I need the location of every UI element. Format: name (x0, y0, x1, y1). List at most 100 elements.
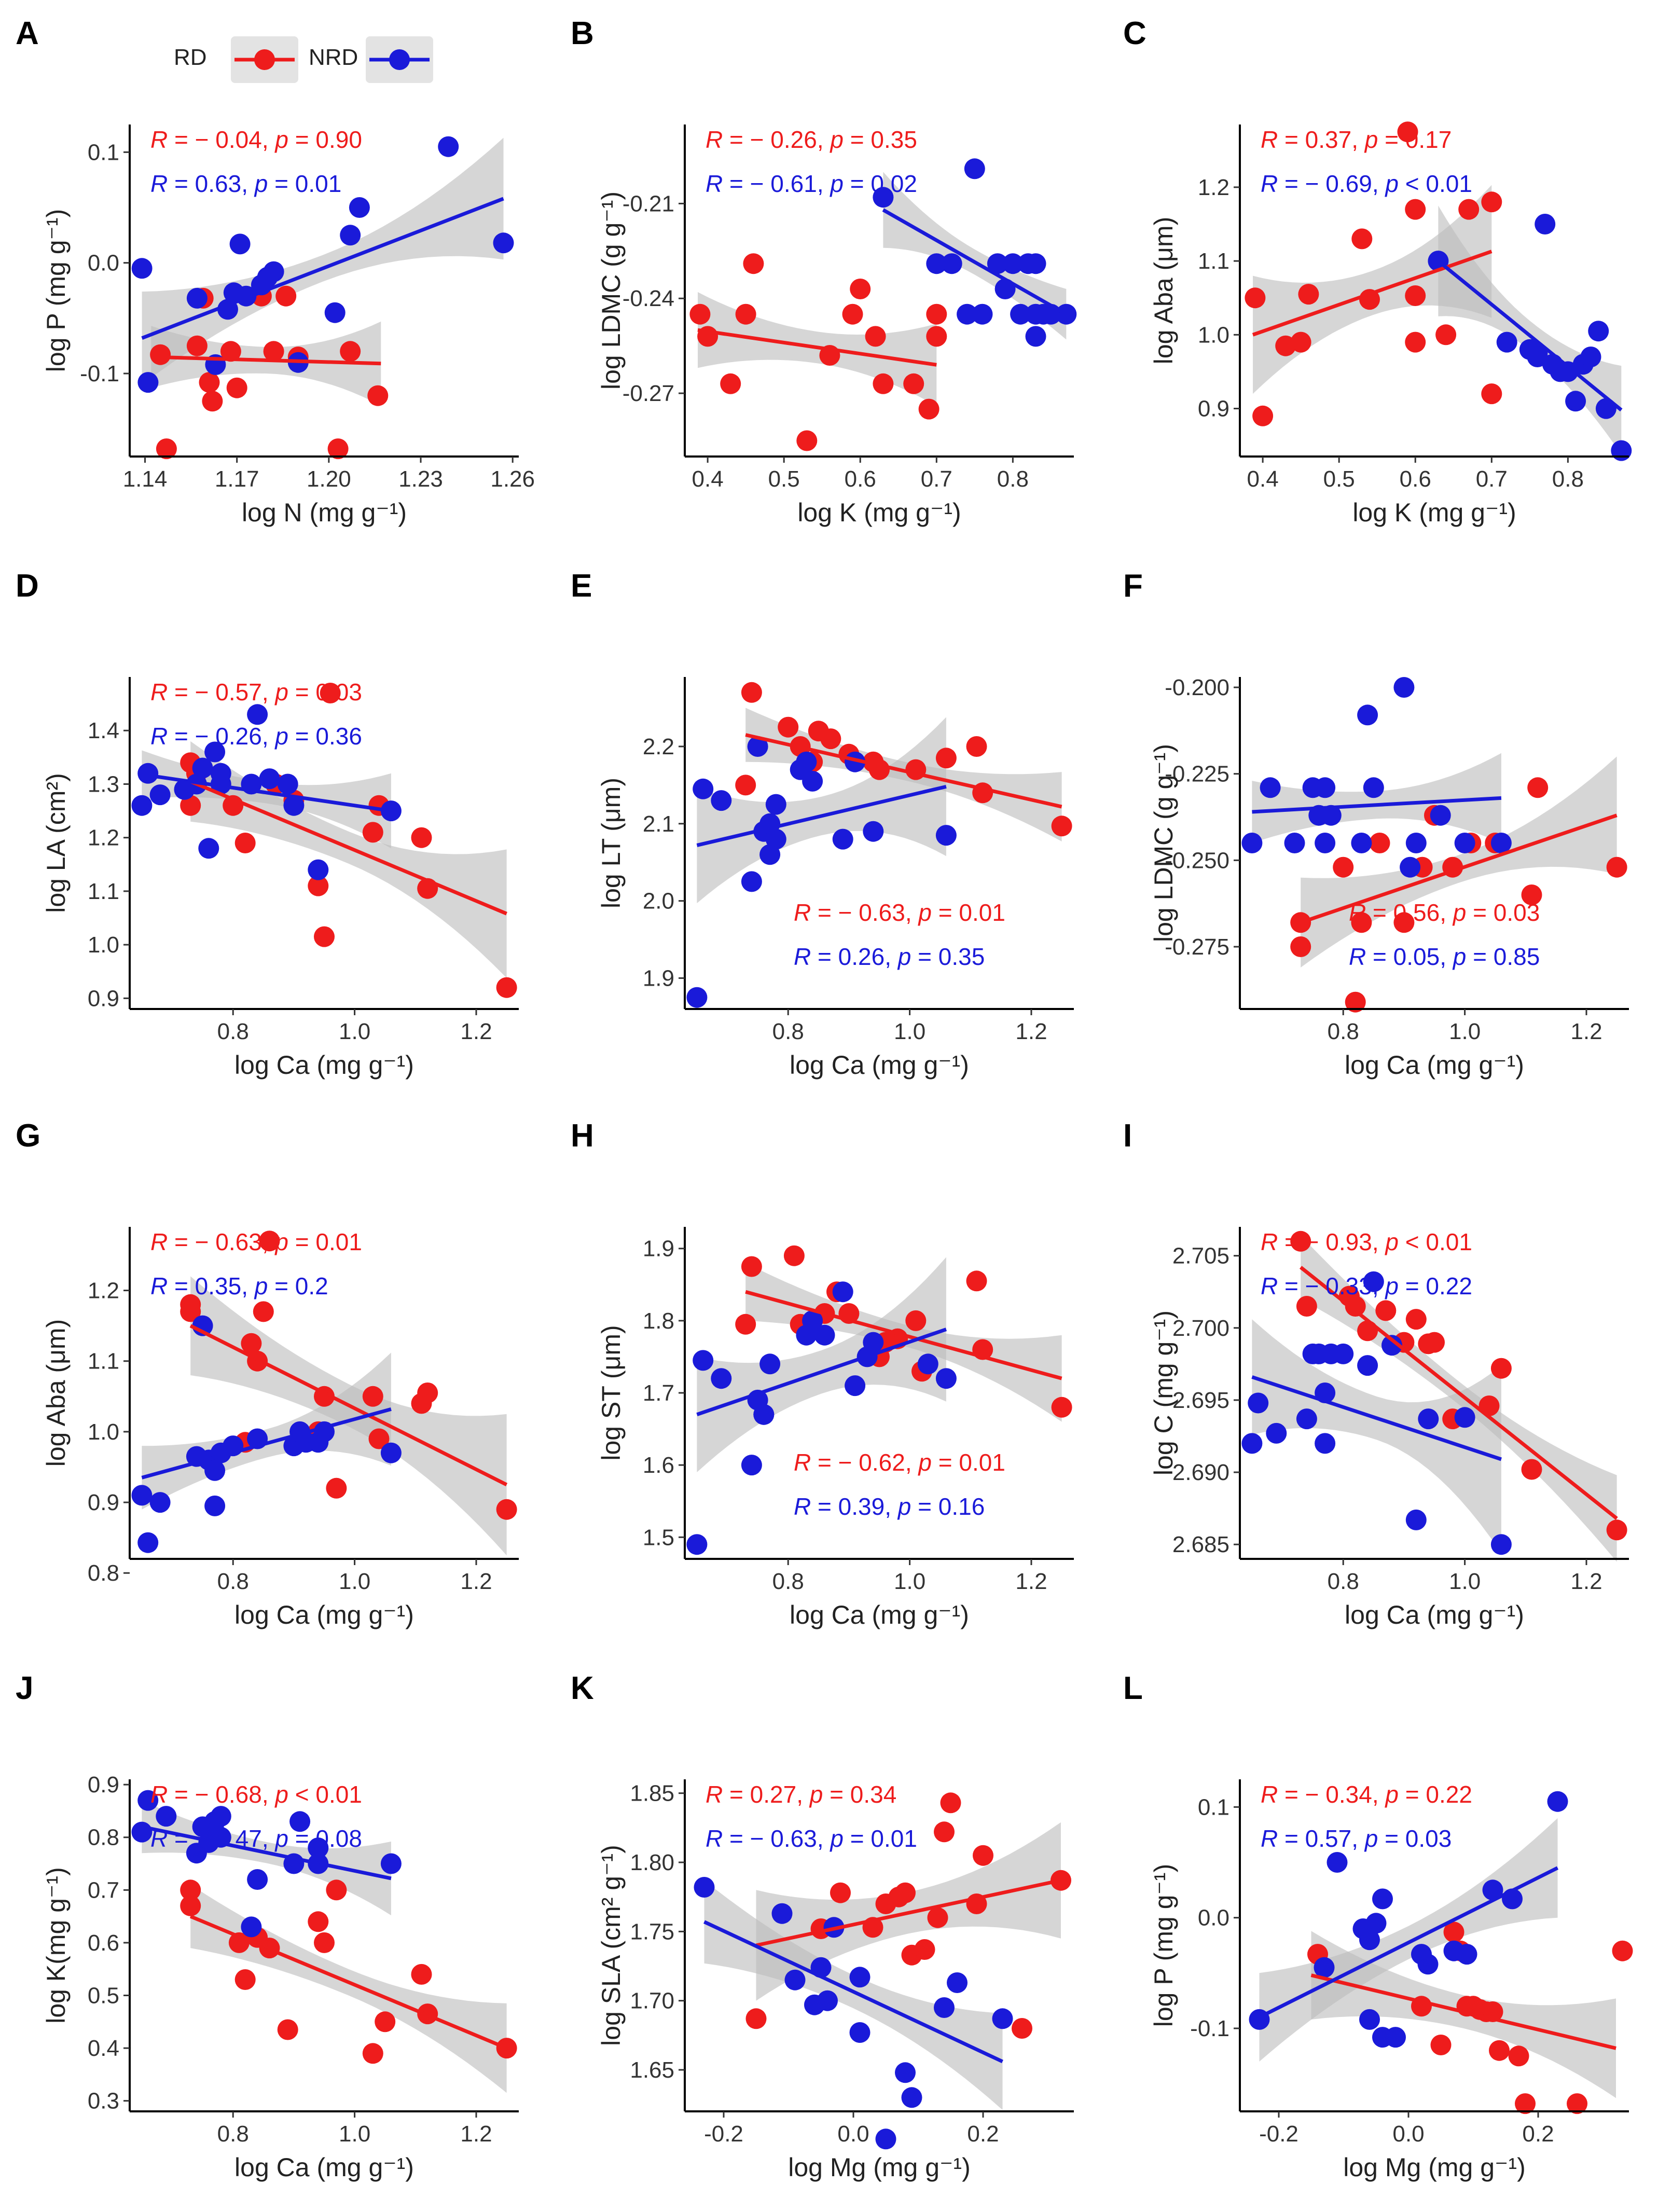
y-tick-label: 0.3 (88, 2089, 119, 2114)
y-tick-label: 1.9 (643, 965, 674, 991)
regression-line-nrd (141, 772, 392, 813)
data-point-nrd (1241, 833, 1263, 853)
y-tick-label: 1.7 (643, 1380, 674, 1406)
data-point-nrd (1333, 1343, 1354, 1364)
data-point-nrd (1580, 347, 1601, 367)
confidence-band-nrd (142, 137, 504, 385)
data-point-nrd (947, 1972, 968, 1993)
panel-j: J 0.8 1.0 1.2 0.3 0.4 0.5 0.6 0.7 0.8 0.9 log Ca (m… (16, 1670, 519, 2182)
data-point-rd (1296, 1296, 1317, 1317)
data-point-rd (778, 716, 799, 738)
data-point-nrd (1411, 1944, 1432, 1965)
data-point-nrd (790, 759, 811, 780)
data-point-rd (1051, 815, 1072, 837)
data-point-rd (1375, 1300, 1397, 1321)
data-point-nrd (802, 1310, 823, 1331)
stat-annotation-nrd: R = − 0.26, p = 0.36 (150, 723, 362, 750)
data-point-rd (1393, 912, 1415, 933)
data-point-nrd (1454, 1407, 1475, 1428)
x-tick-label: 1.20 (307, 466, 351, 492)
data-point-nrd (817, 1990, 838, 2011)
x-tick-label: 1.0 (339, 1569, 370, 1594)
data-point-nrd (241, 1916, 262, 1938)
data-point-rd (308, 875, 329, 896)
data-point-nrd (747, 736, 768, 757)
y-axis-title: log P (mg g⁻¹) (1149, 1864, 1178, 2027)
regression-line-rd (189, 780, 507, 916)
confidence-band-nrd (697, 1257, 946, 1472)
x-axis-title: log Mg (mg g⁻¹) (788, 2153, 970, 2182)
data-point-nrd (1363, 1271, 1384, 1292)
data-point-nrd (917, 1353, 938, 1375)
data-point-rd (1345, 991, 1366, 1013)
panel-letter: C (1123, 16, 1146, 51)
data-point-nrd (1315, 777, 1336, 798)
data-point-rd (1405, 199, 1426, 220)
y-tick-label: -0.27 (623, 381, 674, 406)
data-point-nrd (1314, 1957, 1335, 1978)
x-tick-label: 0.7 (921, 466, 952, 492)
panel-letter: A (16, 16, 39, 51)
stat-annotation-nrd: R = − 0.63, p = 0.01 (706, 1825, 917, 1852)
panel-letter: H (571, 1118, 594, 1154)
panel-f: F 0.8 1.0 1.2 -0.275 -0.250 -0.225 -0.200 log Ca… (1123, 568, 1629, 1080)
data-point-nrd (131, 795, 153, 816)
data-point-nrd (210, 773, 231, 795)
data-point-nrd (987, 253, 1008, 274)
data-point-rd (1345, 1296, 1366, 1317)
x-tick-label: 1.2 (1570, 1569, 1602, 1594)
stat-annotation-nrd: R = 0.35, p = 0.2 (150, 1273, 328, 1299)
confidence-band-rd (190, 1885, 507, 2093)
data-point-nrd (935, 1368, 957, 1389)
confidence-band-nrd (1252, 753, 1501, 843)
data-point-rd (263, 341, 284, 362)
data-point-rd (966, 1270, 987, 1292)
regression-line-rd (1300, 813, 1618, 924)
data-point-nrd (1002, 253, 1024, 274)
data-point-nrd (438, 136, 459, 157)
regression-line-rd (745, 1290, 1062, 1380)
data-point-nrd (711, 1368, 732, 1389)
regression-line-rd (1300, 1266, 1618, 1520)
legend-key-dot-nrd (389, 49, 410, 70)
data-point-nrd (229, 233, 251, 255)
data-point-rd (735, 303, 756, 325)
data-point-rd (1481, 191, 1502, 213)
y-axis-title: log Aba (μm) (1149, 217, 1178, 364)
data-point-rd (745, 2008, 767, 2029)
x-tick-label: 0.4 (1247, 466, 1279, 492)
data-point-rd (326, 1879, 347, 1901)
data-point-rd (411, 827, 432, 848)
x-axis-title: log Ca (mg g⁻¹) (234, 1050, 414, 1080)
y-tick-label: 1.6 (643, 1453, 674, 1478)
data-point-rd (275, 285, 297, 307)
data-point-nrd (935, 825, 957, 846)
y-tick-label: 2.700 (1172, 1316, 1229, 1341)
x-tick-label: 1.0 (894, 1569, 925, 1594)
data-point-nrd (693, 1350, 714, 1371)
x-axis-title: log K (mg g⁻¹) (1352, 498, 1516, 527)
data-point-nrd (1241, 1433, 1263, 1454)
data-point-nrd (832, 1281, 853, 1303)
x-axis-title: log Ca (mg g⁻¹) (234, 1600, 414, 1629)
data-point-nrd (784, 1969, 806, 1990)
data-point-nrd (204, 1460, 226, 1481)
y-tick-label: -0.200 (1165, 675, 1229, 700)
data-point-nrd (380, 1853, 402, 1874)
y-tick-label: 0.7 (88, 1877, 119, 1903)
regression-line-nrd (696, 784, 947, 847)
data-point-nrd (137, 1790, 159, 1811)
y-axis-title: log P (mg g⁻¹) (42, 209, 71, 372)
data-point-rd (308, 1911, 329, 1932)
data-point-nrd (1315, 1433, 1336, 1454)
y-axis-title: log SLA (cm² g⁻¹) (597, 1845, 626, 2046)
data-point-rd (1252, 405, 1274, 426)
regression-line-rd (697, 328, 937, 367)
x-tick-label: 0.8 (997, 466, 1029, 492)
data-point-nrd (1365, 1913, 1387, 1934)
data-point-rd (367, 385, 389, 406)
x-tick-label: 1.2 (1570, 1019, 1602, 1044)
data-point-rd (1521, 1459, 1542, 1480)
y-tick-label: -0.250 (1165, 848, 1229, 873)
